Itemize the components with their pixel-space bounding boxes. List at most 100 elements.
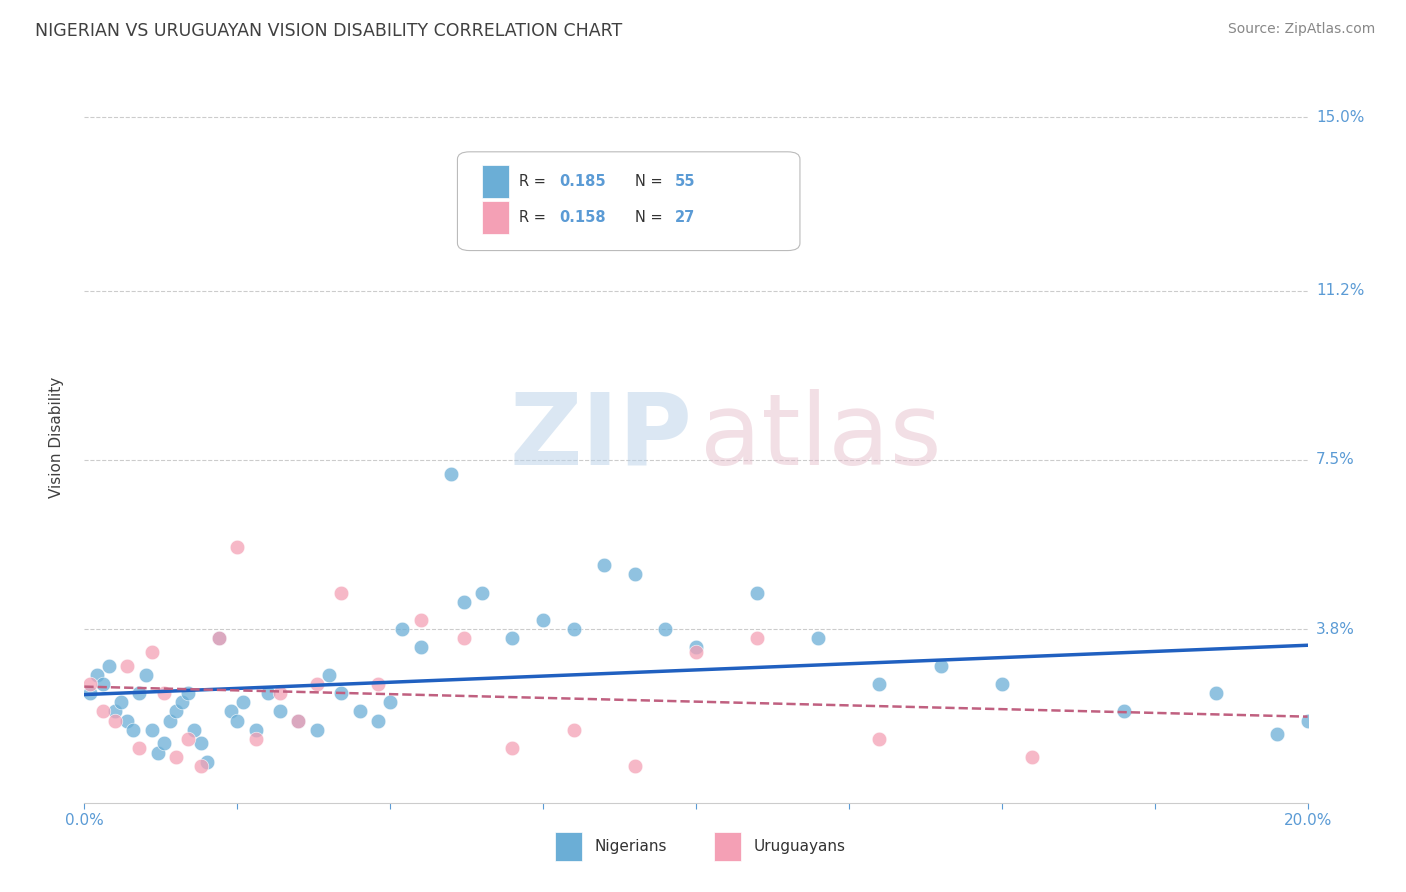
Point: [79, 686, 101, 700]
Point: [330, 686, 353, 700]
Point: [177, 686, 200, 700]
Point: [122, 723, 145, 737]
Text: N =: N =: [636, 174, 666, 188]
Point: [269, 686, 291, 700]
Point: [409, 640, 432, 655]
Text: 7.5%: 7.5%: [1316, 452, 1354, 467]
Point: [141, 645, 163, 659]
Point: [172, 695, 194, 709]
Point: [1021, 750, 1043, 764]
Text: N =: N =: [636, 211, 666, 225]
Point: [97, 658, 120, 673]
Point: [177, 731, 200, 746]
Point: [1205, 686, 1227, 700]
Text: 0.158: 0.158: [560, 211, 606, 225]
Point: [195, 755, 218, 769]
Point: [624, 567, 647, 582]
Point: [453, 595, 475, 609]
FancyBboxPatch shape: [714, 832, 741, 862]
Point: [380, 695, 402, 709]
Point: [747, 632, 769, 646]
Point: [159, 714, 181, 728]
Point: [305, 677, 328, 691]
Point: [869, 731, 891, 746]
Point: [208, 632, 231, 646]
Point: [115, 714, 138, 728]
Point: [562, 723, 585, 737]
Point: [453, 632, 475, 646]
Text: 3.8%: 3.8%: [1316, 622, 1355, 637]
Point: [1114, 705, 1136, 719]
Point: [391, 622, 413, 636]
Text: Uruguayans: Uruguayans: [754, 839, 845, 855]
Point: [219, 705, 242, 719]
Point: [153, 736, 176, 750]
Text: R =: R =: [519, 211, 550, 225]
Point: [287, 714, 309, 728]
Point: [257, 686, 280, 700]
Point: [440, 467, 463, 481]
Point: [165, 705, 187, 719]
Point: [869, 677, 891, 691]
Point: [287, 714, 309, 728]
Point: [531, 613, 554, 627]
Point: [367, 677, 389, 691]
Point: [104, 705, 127, 719]
Point: [502, 740, 524, 755]
Point: [208, 632, 231, 646]
Point: [153, 686, 176, 700]
Point: [318, 667, 340, 681]
Point: [1265, 727, 1288, 741]
Text: 15.0%: 15.0%: [1316, 110, 1364, 125]
Y-axis label: Vision Disability: Vision Disability: [49, 376, 63, 498]
Point: [183, 723, 205, 737]
Text: NIGERIAN VS URUGUAYAN VISION DISABILITY CORRELATION CHART: NIGERIAN VS URUGUAYAN VISION DISABILITY …: [35, 22, 623, 40]
Point: [269, 705, 291, 719]
Point: [110, 695, 132, 709]
Point: [367, 714, 389, 728]
Text: R =: R =: [519, 174, 550, 188]
Point: [91, 705, 114, 719]
Point: [1296, 714, 1319, 728]
FancyBboxPatch shape: [555, 832, 582, 862]
Point: [471, 585, 494, 599]
Point: [128, 740, 150, 755]
Text: Nigerians: Nigerians: [595, 839, 666, 855]
Point: [232, 695, 254, 709]
FancyBboxPatch shape: [482, 202, 509, 234]
Text: 55: 55: [675, 174, 696, 188]
Point: [349, 705, 371, 719]
Text: ZIP: ZIP: [509, 389, 692, 485]
Point: [747, 585, 769, 599]
Point: [115, 658, 138, 673]
Point: [135, 667, 157, 681]
Point: [807, 632, 830, 646]
Point: [245, 723, 267, 737]
Point: [245, 731, 267, 746]
Point: [991, 677, 1014, 691]
Point: [409, 613, 432, 627]
Point: [685, 645, 707, 659]
Text: 27: 27: [675, 211, 696, 225]
Point: [929, 658, 952, 673]
Point: [624, 759, 647, 773]
Point: [562, 622, 585, 636]
Point: [146, 746, 169, 760]
FancyBboxPatch shape: [482, 165, 509, 197]
Point: [305, 723, 328, 737]
Text: Source: ZipAtlas.com: Source: ZipAtlas.com: [1227, 22, 1375, 37]
Point: [654, 622, 676, 636]
Point: [104, 714, 127, 728]
Point: [226, 540, 249, 554]
Point: [86, 667, 108, 681]
Point: [190, 736, 212, 750]
Point: [190, 759, 212, 773]
Point: [128, 686, 150, 700]
Point: [165, 750, 187, 764]
Point: [685, 640, 707, 655]
Text: 11.2%: 11.2%: [1316, 284, 1364, 298]
Text: atlas: atlas: [700, 389, 941, 485]
Point: [593, 558, 616, 573]
Point: [91, 677, 114, 691]
FancyBboxPatch shape: [457, 152, 800, 251]
